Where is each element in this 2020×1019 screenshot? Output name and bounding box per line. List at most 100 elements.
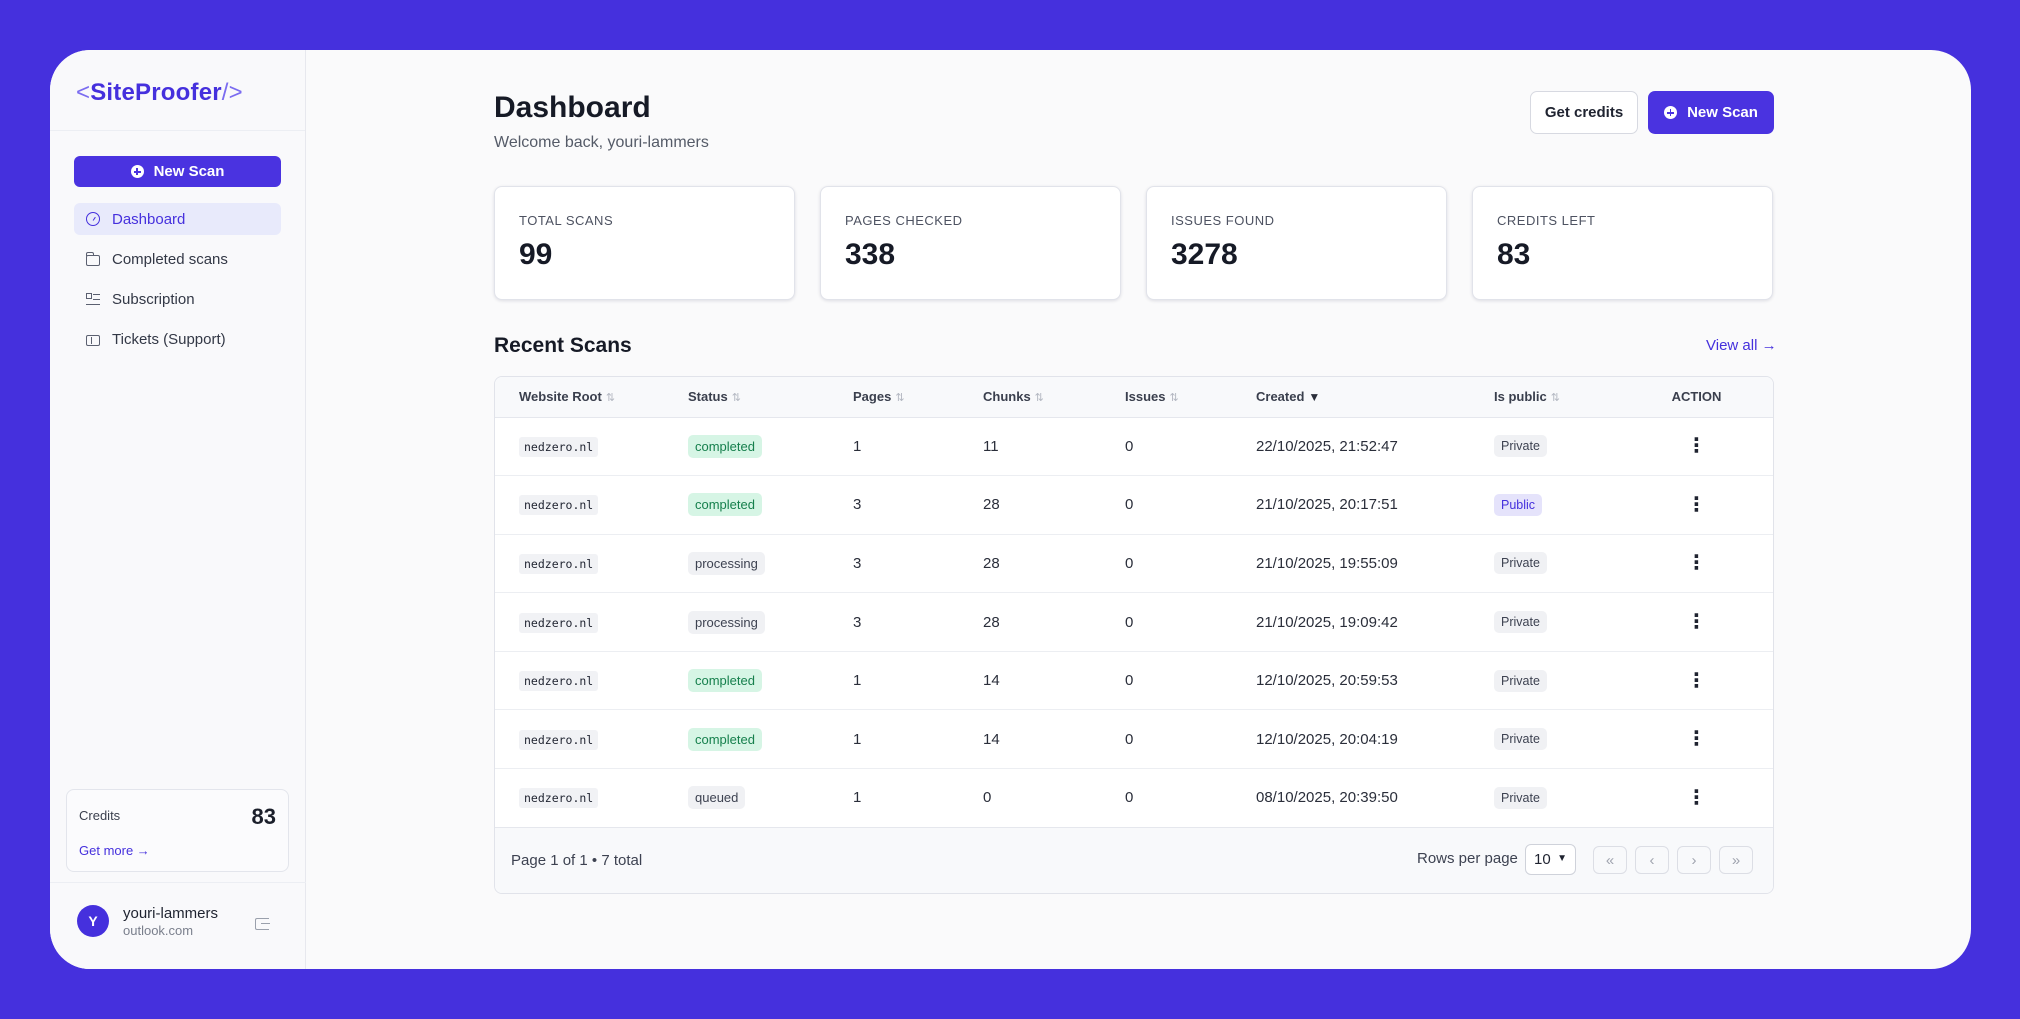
column-label: Pages bbox=[853, 389, 892, 405]
table-row[interactable]: nedzero.nl completed 1 11 0 22/10/2025, 21:52… bbox=[495, 417, 1773, 476]
website-root-code: nedzero.nl bbox=[519, 671, 599, 692]
sort-desc-icon: ▼ bbox=[1308, 390, 1321, 405]
stat-label: ISSUES FOUND bbox=[1171, 213, 1275, 228]
last-page-button[interactable]: » bbox=[1719, 846, 1753, 874]
logout-icon[interactable] bbox=[255, 918, 270, 930]
column-label: Chunks bbox=[983, 389, 1031, 405]
brand-logo[interactable]: <SiteProofer/> bbox=[50, 50, 305, 131]
cell-issues: 0 bbox=[1125, 437, 1134, 455]
cell-chunks: 11 bbox=[983, 437, 999, 455]
more-actions-icon[interactable]: ⋮ bbox=[1686, 669, 1707, 692]
cell-website-root: nedzero.nl bbox=[495, 593, 688, 652]
app-window: <SiteProofer/> New Scan Dashboard Comple… bbox=[50, 50, 1971, 969]
sort-icon: ⇅ bbox=[1034, 392, 1044, 405]
table-row[interactable]: nedzero.nl completed 1 14 0 12/10/2025, 20:59… bbox=[495, 651, 1773, 710]
sidebar-item-tickets[interactable]: Tickets (Support) bbox=[74, 323, 281, 355]
previous-page-button[interactable]: ‹ bbox=[1635, 846, 1669, 874]
website-root-code: nedzero.nl bbox=[519, 612, 599, 633]
column-header-website-root[interactable]: Website Root ⇅ bbox=[495, 377, 688, 417]
new-scan-button[interactable]: New Scan bbox=[1648, 91, 1774, 134]
avatar[interactable]: Y bbox=[77, 905, 109, 937]
get-credits-button[interactable]: Get credits bbox=[1530, 91, 1638, 134]
user-profile: Y youri-lammers outlook.com bbox=[50, 882, 306, 969]
cell-chunks: 14 bbox=[983, 672, 1000, 690]
get-more-link[interactable]: Get more → bbox=[79, 843, 150, 858]
stat-label: TOTAL SCANS bbox=[519, 213, 614, 228]
column-label: Website Root bbox=[519, 389, 602, 405]
stat-value: 338 bbox=[845, 238, 896, 271]
page-info: Page 1 of 1 • 7 total bbox=[511, 852, 643, 869]
column-label: Is public bbox=[1494, 389, 1547, 405]
table-row[interactable]: nedzero.nl processing 3 28 0 21/10/2025, 19:5… bbox=[495, 534, 1773, 593]
cell-created: 08/10/2025, 20:39:50 bbox=[1256, 789, 1398, 807]
next-page-button[interactable]: › bbox=[1677, 846, 1711, 874]
table-row[interactable]: nedzero.nl processing 3 28 0 21/10/2025, 19:0… bbox=[495, 593, 1773, 652]
page-subtitle: Welcome back, youri-lammers bbox=[494, 134, 709, 151]
cell-chunks: 28 bbox=[983, 554, 1000, 572]
column-header-status[interactable]: Status ⇅ bbox=[688, 377, 853, 417]
table-row[interactable]: nedzero.nl completed 3 28 0 21/10/2025, 20:17… bbox=[495, 476, 1773, 535]
sidebar: <SiteProofer/> New Scan Dashboard Comple… bbox=[50, 50, 306, 969]
logo-bracket-open: < bbox=[76, 79, 91, 106]
sidebar-new-scan-button[interactable]: New Scan bbox=[74, 156, 281, 187]
sort-icon: ⇅ bbox=[605, 392, 616, 405]
stat-value: 99 bbox=[519, 238, 553, 271]
column-label: Status bbox=[688, 389, 728, 405]
sort-icon: ⇅ bbox=[1550, 392, 1560, 405]
column-header-chunks[interactable]: Chunks ⇅ bbox=[983, 377, 1125, 417]
stat-card-total-scans: TOTAL SCANS 99 bbox=[494, 186, 795, 300]
table-row[interactable]: nedzero.nl queued 1 0 0 08/10/2025, 20:39:50 P… bbox=[495, 769, 1773, 828]
cell-pages: 1 bbox=[853, 789, 862, 807]
column-header-pages[interactable]: Pages ⇅ bbox=[853, 377, 983, 417]
sidebar-item-label: Dashboard bbox=[112, 210, 186, 228]
user-name: youri-lammers bbox=[123, 905, 219, 922]
cell-issues: 0 bbox=[1125, 789, 1134, 807]
rows-per-page-select[interactable]: 10 ▼ bbox=[1525, 844, 1576, 875]
sidebar-item-dashboard[interactable]: Dashboard bbox=[74, 203, 281, 235]
status-badge: processing bbox=[688, 610, 765, 634]
sidebar-item-subscription[interactable]: Subscription bbox=[74, 283, 281, 315]
first-page-button[interactable]: « bbox=[1593, 846, 1627, 874]
cell-website-root: nedzero.nl bbox=[495, 476, 688, 535]
status-badge: completed bbox=[688, 434, 762, 458]
cell-issues: 0 bbox=[1125, 613, 1134, 631]
stat-value: 83 bbox=[1497, 238, 1531, 271]
cell-status: completed bbox=[688, 476, 853, 535]
chevron-left-icon: ‹ bbox=[1649, 851, 1655, 869]
cell-created: 12/10/2025, 20:59:53 bbox=[1256, 672, 1398, 690]
column-header-issues[interactable]: Issues ⇅ bbox=[1125, 377, 1256, 417]
ticket-icon bbox=[86, 334, 100, 346]
more-actions-icon[interactable]: ⋮ bbox=[1686, 435, 1707, 458]
cell-is-public: Private bbox=[1494, 651, 1644, 710]
cell-is-public: Private bbox=[1494, 769, 1644, 828]
visibility-badge: Private bbox=[1494, 435, 1547, 458]
view-all-link[interactable]: View all → bbox=[1706, 337, 1777, 354]
table-row[interactable]: nedzero.nl completed 1 14 0 12/10/2025, 20:04… bbox=[495, 710, 1773, 769]
more-actions-icon[interactable]: ⋮ bbox=[1686, 611, 1707, 634]
status-badge: queued bbox=[688, 786, 746, 810]
cell-issues: 0 bbox=[1125, 672, 1134, 690]
cell-chunks: 28 bbox=[983, 496, 1000, 514]
credits-card: Credits 83 Get more → bbox=[66, 789, 289, 872]
more-actions-icon[interactable]: ⋮ bbox=[1686, 728, 1707, 751]
sidebar-item-completed-scans[interactable]: Completed scans bbox=[74, 243, 281, 275]
more-actions-icon[interactable]: ⋮ bbox=[1686, 552, 1707, 575]
stat-card-pages-checked: PAGES CHECKED 338 bbox=[820, 186, 1121, 300]
cell-created: 21/10/2025, 20:17:51 bbox=[1256, 496, 1398, 514]
column-header-action: ACTION bbox=[1671, 389, 1722, 405]
table-header-row: Website Root ⇅ Status ⇅ Pages ⇅ Chunks ⇅ Iss… bbox=[495, 377, 1773, 417]
column-header-is-public[interactable]: Is public ⇅ bbox=[1494, 377, 1644, 417]
cell-is-public: Private bbox=[1494, 593, 1644, 652]
more-actions-icon[interactable]: ⋮ bbox=[1686, 786, 1707, 809]
cell-status: queued bbox=[688, 769, 853, 828]
double-chevron-right-icon: » bbox=[1731, 851, 1741, 869]
cell-issues: 0 bbox=[1125, 496, 1134, 514]
website-root-code: nedzero.nl bbox=[519, 729, 599, 750]
cell-is-public: Private bbox=[1494, 534, 1644, 593]
cell-pages: 1 bbox=[853, 730, 862, 748]
more-actions-icon[interactable]: ⋮ bbox=[1686, 493, 1707, 516]
visibility-badge: Private bbox=[1494, 728, 1547, 751]
sidebar-nav: Dashboard Completed scans Subscription T… bbox=[74, 203, 281, 363]
column-header-created[interactable]: Created ▼ bbox=[1256, 377, 1494, 417]
cell-pages: 1 bbox=[853, 672, 862, 690]
